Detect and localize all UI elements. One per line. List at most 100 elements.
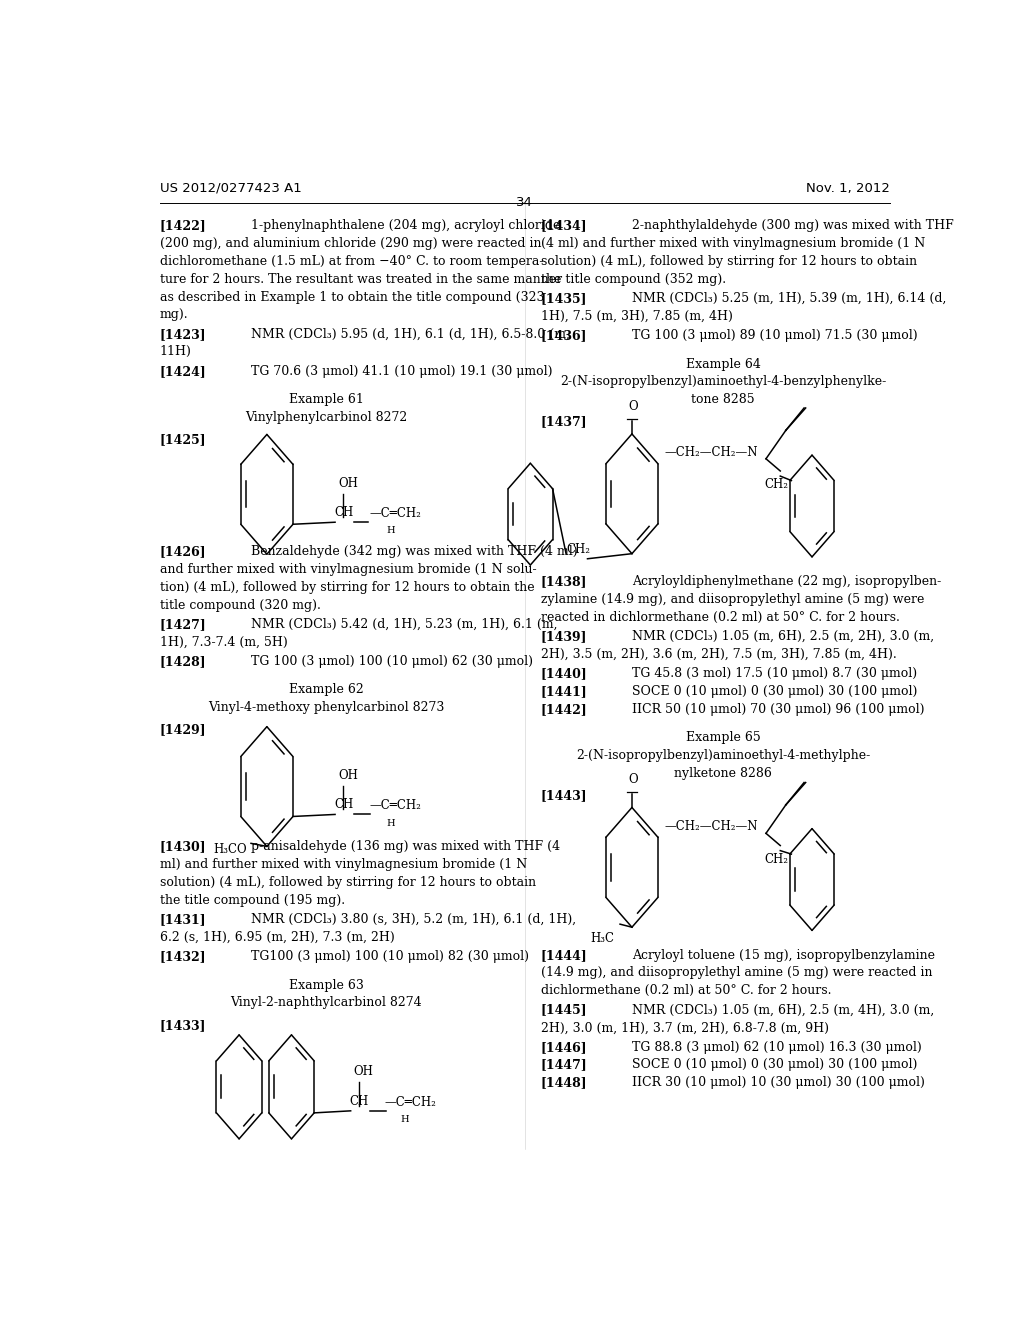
Text: TG 70.6 (3 μmol) 41.1 (10 μmol) 19.1 (30 μmol): TG 70.6 (3 μmol) 41.1 (10 μmol) 19.1 (30…	[251, 364, 553, 378]
Text: solution) (4 mL), followed by stirring for 12 hours to obtain: solution) (4 mL), followed by stirring f…	[160, 876, 536, 888]
Text: [1435]: [1435]	[541, 292, 587, 305]
Text: tone 8285: tone 8285	[691, 393, 755, 407]
Text: H: H	[387, 818, 395, 828]
Text: 2H), 3.0 (m, 1H), 3.7 (m, 2H), 6.8-7.8 (m, 9H): 2H), 3.0 (m, 1H), 3.7 (m, 2H), 6.8-7.8 (…	[541, 1022, 828, 1035]
Text: the title compound (352 mg).: the title compound (352 mg).	[541, 273, 726, 285]
Text: [1431]: [1431]	[160, 913, 207, 927]
Text: 2-(N-isopropylbenzyl)aminoethyl-4-benzylphenylke-: 2-(N-isopropylbenzyl)aminoethyl-4-benzyl…	[560, 375, 887, 388]
Text: 2-(N-isopropylbenzyl)aminoethyl-4-methylphe-: 2-(N-isopropylbenzyl)aminoethyl-4-methyl…	[577, 748, 870, 762]
Text: 11H): 11H)	[160, 346, 191, 359]
Text: dichloromethane (1.5 mL) at from −40° C. to room tempera-: dichloromethane (1.5 mL) at from −40° C.…	[160, 255, 544, 268]
Text: NMR (CDCl₃) 5.42 (d, 1H), 5.23 (m, 1H), 6.1 (m,: NMR (CDCl₃) 5.42 (d, 1H), 5.23 (m, 1H), …	[251, 618, 557, 631]
Text: CH₂: CH₂	[764, 478, 788, 491]
Text: [1423]: [1423]	[160, 327, 207, 341]
Text: [1434]: [1434]	[541, 219, 588, 232]
Text: TG 45.8 (3 mol) 17.5 (10 μmol) 8.7 (30 μmol): TG 45.8 (3 mol) 17.5 (10 μmol) 8.7 (30 μ…	[632, 667, 918, 680]
Text: SOCE 0 (10 μmol) 0 (30 μmol) 30 (100 μmol): SOCE 0 (10 μmol) 0 (30 μmol) 30 (100 μmo…	[632, 1059, 918, 1072]
Text: CH₂: CH₂	[764, 853, 788, 866]
Text: [1446]: [1446]	[541, 1040, 588, 1053]
Text: p-anisaldehyde (136 mg) was mixed with THF (4: p-anisaldehyde (136 mg) was mixed with T…	[251, 841, 560, 854]
Text: Nov. 1, 2012: Nov. 1, 2012	[806, 182, 890, 195]
Text: OH: OH	[338, 770, 358, 781]
Text: [1432]: [1432]	[160, 950, 207, 964]
Text: [1443]: [1443]	[541, 789, 588, 803]
Text: OH: OH	[338, 477, 358, 490]
Text: —CH₂—CH₂—N: —CH₂—CH₂—N	[665, 446, 758, 459]
Text: NMR (CDCl₃) 3.80 (s, 3H), 5.2 (m, 1H), 6.1 (d, 1H),: NMR (CDCl₃) 3.80 (s, 3H), 5.2 (m, 1H), 6…	[251, 913, 577, 927]
Text: NMR (CDCl₃) 5.95 (d, 1H), 6.1 (d, 1H), 6.5-8.0 (m,: NMR (CDCl₃) 5.95 (d, 1H), 6.1 (d, 1H), 6…	[251, 327, 570, 341]
Text: Vinyl-4-methoxy phenylcarbinol 8273: Vinyl-4-methoxy phenylcarbinol 8273	[208, 701, 444, 714]
Text: [1440]: [1440]	[541, 667, 588, 680]
Text: [1441]: [1441]	[541, 685, 588, 698]
Text: [1422]: [1422]	[160, 219, 207, 232]
Text: O: O	[628, 774, 638, 787]
Text: CH: CH	[334, 506, 353, 519]
Text: [1424]: [1424]	[160, 364, 207, 378]
Text: as described in Example 1 to obtain the title compound (323: as described in Example 1 to obtain the …	[160, 290, 544, 304]
Text: H: H	[387, 527, 395, 536]
Text: —C═CH₂: —C═CH₂	[370, 507, 422, 520]
Text: [1444]: [1444]	[541, 949, 588, 962]
Text: —C═CH₂: —C═CH₂	[384, 1096, 436, 1109]
Text: OH: OH	[354, 1065, 374, 1078]
Text: TG 100 (3 μmol) 89 (10 μmol) 71.5 (30 μmol): TG 100 (3 μmol) 89 (10 μmol) 71.5 (30 μm…	[632, 329, 918, 342]
Text: 1-phenylnaphthalene (204 mg), acryloyl chloride: 1-phenylnaphthalene (204 mg), acryloyl c…	[251, 219, 560, 232]
Text: ture for 2 hours. The resultant was treated in the same manner: ture for 2 hours. The resultant was trea…	[160, 273, 562, 285]
Text: H₃CO: H₃CO	[214, 843, 248, 857]
Text: [1442]: [1442]	[541, 702, 588, 715]
Text: 6.2 (s, 1H), 6.95 (m, 2H), 7.3 (m, 2H): 6.2 (s, 1H), 6.95 (m, 2H), 7.3 (m, 2H)	[160, 931, 394, 944]
Text: (4 ml) and further mixed with vinylmagnesium bromide (1 N: (4 ml) and further mixed with vinylmagne…	[541, 238, 925, 251]
Text: 2-naphthylaldehyde (300 mg) was mixed with THF: 2-naphthylaldehyde (300 mg) was mixed wi…	[632, 219, 953, 232]
Text: [1445]: [1445]	[541, 1003, 588, 1016]
Text: and further mixed with vinylmagnesium bromide (1 N solu-: and further mixed with vinylmagnesium br…	[160, 562, 537, 576]
Text: mg).: mg).	[160, 309, 188, 321]
Text: O: O	[628, 400, 638, 413]
Text: [1447]: [1447]	[541, 1059, 588, 1072]
Text: IICR 30 (10 μmol) 10 (30 μmol) 30 (100 μmol): IICR 30 (10 μmol) 10 (30 μmol) 30 (100 μ…	[632, 1076, 925, 1089]
Text: CH: CH	[350, 1094, 369, 1107]
Text: US 2012/0277423 A1: US 2012/0277423 A1	[160, 182, 301, 195]
Text: Vinylphenylcarbinol 8272: Vinylphenylcarbinol 8272	[246, 411, 408, 424]
Text: 34: 34	[516, 195, 534, 209]
Text: [1438]: [1438]	[541, 576, 587, 589]
Text: [1439]: [1439]	[541, 630, 587, 643]
Text: (14.9 mg), and diisopropylethyl amine (5 mg) were reacted in: (14.9 mg), and diisopropylethyl amine (5…	[541, 966, 932, 979]
Text: NMR (CDCl₃) 1.05 (m, 6H), 2.5 (m, 2H), 3.0 (m,: NMR (CDCl₃) 1.05 (m, 6H), 2.5 (m, 2H), 3…	[632, 630, 934, 643]
Text: title compound (320 mg).: title compound (320 mg).	[160, 598, 321, 611]
Text: IICR 50 (10 μmol) 70 (30 μmol) 96 (100 μmol): IICR 50 (10 μmol) 70 (30 μmol) 96 (100 μ…	[632, 702, 925, 715]
Text: H₃C: H₃C	[590, 932, 613, 945]
Text: nylketone 8286: nylketone 8286	[674, 767, 772, 780]
Text: 1H), 7.5 (m, 3H), 7.85 (m, 4H): 1H), 7.5 (m, 3H), 7.85 (m, 4H)	[541, 310, 732, 323]
Text: 1H), 7.3-7.4 (m, 5H): 1H), 7.3-7.4 (m, 5H)	[160, 636, 288, 648]
Text: dichlormethane (0.2 ml) at 50° C. for 2 hours.: dichlormethane (0.2 ml) at 50° C. for 2 …	[541, 985, 831, 997]
Text: [1437]: [1437]	[541, 416, 588, 429]
Text: Example 64: Example 64	[686, 358, 761, 371]
Text: CH: CH	[334, 799, 353, 812]
Text: SOCE 0 (10 μmol) 0 (30 μmol) 30 (100 μmol): SOCE 0 (10 μmol) 0 (30 μmol) 30 (100 μmo…	[632, 685, 918, 698]
Text: Acryloyl toluene (15 mg), isopropylbenzylamine: Acryloyl toluene (15 mg), isopropylbenzy…	[632, 949, 935, 962]
Text: NMR (CDCl₃) 1.05 (m, 6H), 2.5 (m, 4H), 3.0 (m,: NMR (CDCl₃) 1.05 (m, 6H), 2.5 (m, 4H), 3…	[632, 1003, 934, 1016]
Text: TG100 (3 μmol) 100 (10 μmol) 82 (30 μmol): TG100 (3 μmol) 100 (10 μmol) 82 (30 μmol…	[251, 950, 529, 964]
Text: Vinyl-2-naphthylcarbinol 8274: Vinyl-2-naphthylcarbinol 8274	[230, 997, 422, 1010]
Text: tion) (4 mL), followed by stirring for 12 hours to obtain the: tion) (4 mL), followed by stirring for 1…	[160, 581, 535, 594]
Text: [1433]: [1433]	[160, 1019, 206, 1032]
Text: —CH₂—CH₂—N: —CH₂—CH₂—N	[665, 820, 758, 833]
Text: [1427]: [1427]	[160, 618, 207, 631]
Text: [1425]: [1425]	[160, 433, 207, 446]
Text: TG 100 (3 μmol) 100 (10 μmol) 62 (30 μmol): TG 100 (3 μmol) 100 (10 μmol) 62 (30 μmo…	[251, 655, 534, 668]
Text: —C═CH₂: —C═CH₂	[370, 800, 422, 812]
Text: Benzaldehyde (342 mg) was mixed with THF (4 ml): Benzaldehyde (342 mg) was mixed with THF…	[251, 545, 578, 558]
Text: Example 62: Example 62	[289, 684, 364, 697]
Text: zylamine (14.9 mg), and diisopropylethyl amine (5 mg) were: zylamine (14.9 mg), and diisopropylethyl…	[541, 593, 924, 606]
Text: reacted in dichlormethane (0.2 ml) at 50° C. for 2 hours.: reacted in dichlormethane (0.2 ml) at 50…	[541, 611, 899, 623]
Text: CH₂: CH₂	[567, 543, 591, 556]
Text: NMR (CDCl₃) 5.25 (m, 1H), 5.39 (m, 1H), 6.14 (d,: NMR (CDCl₃) 5.25 (m, 1H), 5.39 (m, 1H), …	[632, 292, 946, 305]
Text: Example 65: Example 65	[686, 731, 761, 744]
Text: Example 63: Example 63	[289, 978, 364, 991]
Text: TG 88.8 (3 μmol) 62 (10 μmol) 16.3 (30 μmol): TG 88.8 (3 μmol) 62 (10 μmol) 16.3 (30 μ…	[632, 1040, 922, 1053]
Text: [1436]: [1436]	[541, 329, 587, 342]
Text: [1428]: [1428]	[160, 655, 207, 668]
Text: ml) and further mixed with vinylmagnesium bromide (1 N: ml) and further mixed with vinylmagnesiu…	[160, 858, 527, 871]
Text: [1426]: [1426]	[160, 545, 207, 558]
Text: solution) (4 mL), followed by stirring for 12 hours to obtain: solution) (4 mL), followed by stirring f…	[541, 255, 916, 268]
